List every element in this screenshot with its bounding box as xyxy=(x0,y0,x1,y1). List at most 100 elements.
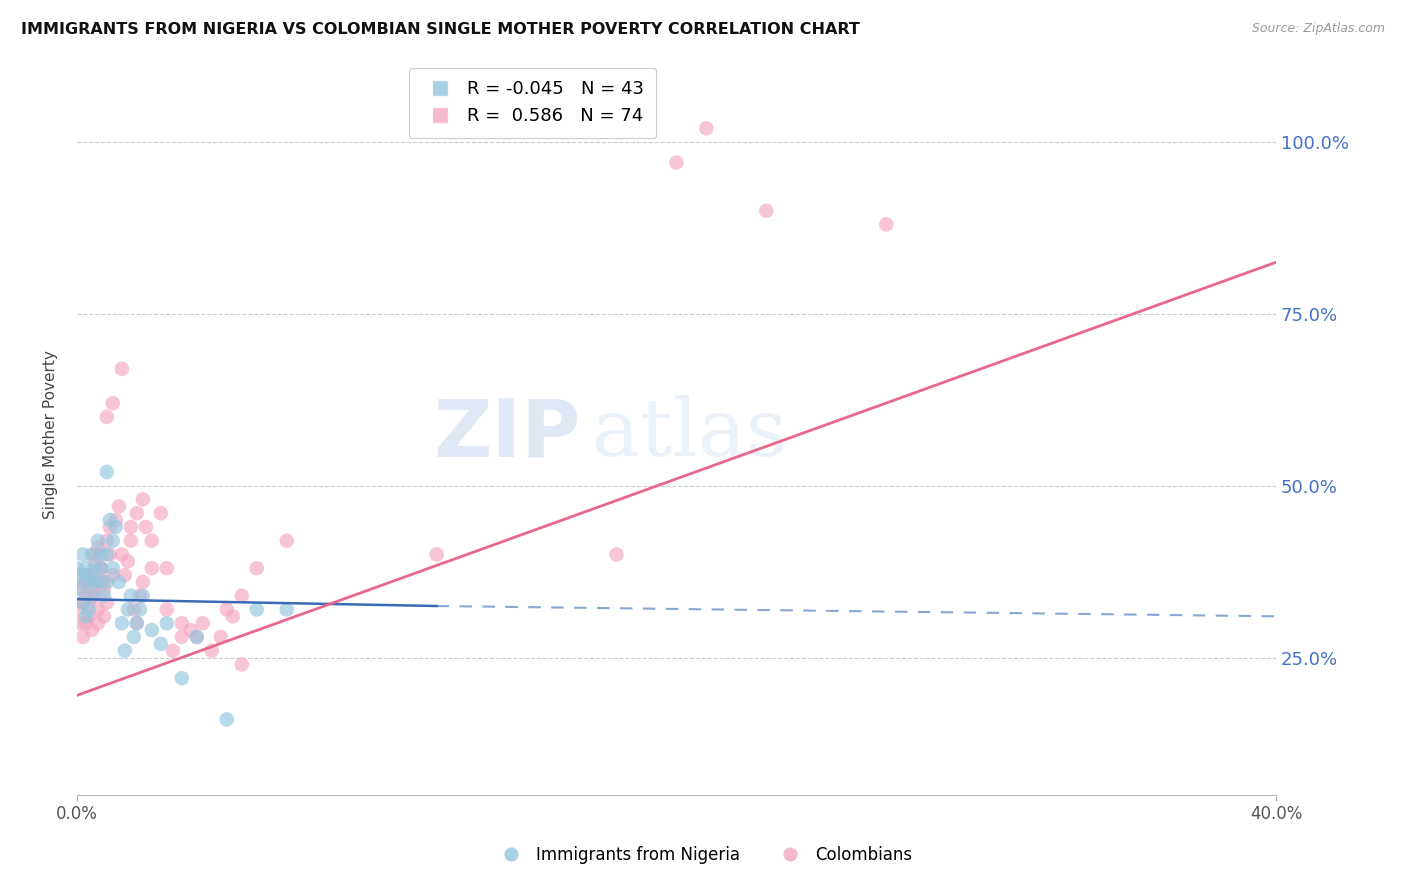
Point xyxy=(96,548,118,562)
Point xyxy=(186,630,208,644)
Point xyxy=(755,203,778,218)
Point xyxy=(695,121,717,136)
Point xyxy=(90,561,112,575)
Point xyxy=(605,548,627,562)
Point xyxy=(83,561,105,575)
Point xyxy=(96,465,118,479)
Point xyxy=(132,574,155,589)
Point xyxy=(69,582,91,596)
Point xyxy=(96,533,118,548)
Point xyxy=(69,568,91,582)
Point xyxy=(120,589,142,603)
Point xyxy=(141,533,163,548)
Point xyxy=(128,602,150,616)
Point xyxy=(104,520,127,534)
Point xyxy=(75,561,97,575)
Point xyxy=(170,630,193,644)
Point xyxy=(87,616,110,631)
Point xyxy=(87,541,110,555)
Point xyxy=(90,574,112,589)
Point xyxy=(201,643,224,657)
Point xyxy=(98,520,121,534)
Point xyxy=(276,533,298,548)
Point xyxy=(108,574,131,589)
Text: atlas: atlas xyxy=(592,395,787,473)
Point xyxy=(114,568,136,582)
Point xyxy=(215,713,238,727)
Point xyxy=(426,548,449,562)
Point xyxy=(77,602,100,616)
Point xyxy=(246,561,269,575)
Point xyxy=(104,513,127,527)
Point xyxy=(231,657,253,672)
Point xyxy=(66,561,89,575)
Point xyxy=(72,596,94,610)
Point xyxy=(69,616,91,631)
Point xyxy=(75,574,97,589)
Point xyxy=(120,533,142,548)
Point xyxy=(156,561,179,575)
Point xyxy=(96,596,118,610)
Point xyxy=(69,582,91,596)
Point xyxy=(128,589,150,603)
Point xyxy=(93,609,115,624)
Point xyxy=(83,589,105,603)
Point xyxy=(101,561,124,575)
Point xyxy=(90,561,112,575)
Point xyxy=(80,548,103,562)
Point xyxy=(122,602,145,616)
Point xyxy=(75,568,97,582)
Point xyxy=(246,602,269,616)
Point xyxy=(170,671,193,685)
Point xyxy=(75,616,97,631)
Point xyxy=(93,582,115,596)
Point xyxy=(186,630,208,644)
Point xyxy=(83,574,105,589)
Point xyxy=(108,500,131,514)
Point xyxy=(96,574,118,589)
Point xyxy=(132,589,155,603)
Point xyxy=(125,616,148,631)
Point xyxy=(162,643,184,657)
Point xyxy=(77,609,100,624)
Point xyxy=(93,574,115,589)
Point xyxy=(222,609,245,624)
Text: ZIP: ZIP xyxy=(433,395,581,473)
Point xyxy=(125,506,148,520)
Point xyxy=(117,602,139,616)
Point xyxy=(149,637,172,651)
Point xyxy=(87,602,110,616)
Point xyxy=(120,520,142,534)
Point xyxy=(87,533,110,548)
Legend: Immigrants from Nigeria, Colombians: Immigrants from Nigeria, Colombians xyxy=(488,839,918,871)
Point xyxy=(77,574,100,589)
Point xyxy=(80,568,103,582)
Point xyxy=(77,568,100,582)
Point xyxy=(98,548,121,562)
Point xyxy=(132,492,155,507)
Point xyxy=(135,520,157,534)
Point xyxy=(875,218,897,232)
Point xyxy=(83,548,105,562)
Point xyxy=(80,582,103,596)
Point xyxy=(276,602,298,616)
Point xyxy=(156,602,179,616)
Point xyxy=(93,589,115,603)
Point xyxy=(77,596,100,610)
Point xyxy=(141,561,163,575)
Point xyxy=(209,630,232,644)
Point xyxy=(149,506,172,520)
Point xyxy=(101,568,124,582)
Point xyxy=(72,596,94,610)
Point xyxy=(180,623,202,637)
Point xyxy=(111,548,134,562)
Point xyxy=(170,616,193,631)
Point xyxy=(125,616,148,631)
Point xyxy=(111,616,134,631)
Point xyxy=(72,630,94,644)
Point xyxy=(83,554,105,568)
Point xyxy=(96,409,118,424)
Point xyxy=(80,623,103,637)
Point xyxy=(122,630,145,644)
Point xyxy=(156,616,179,631)
